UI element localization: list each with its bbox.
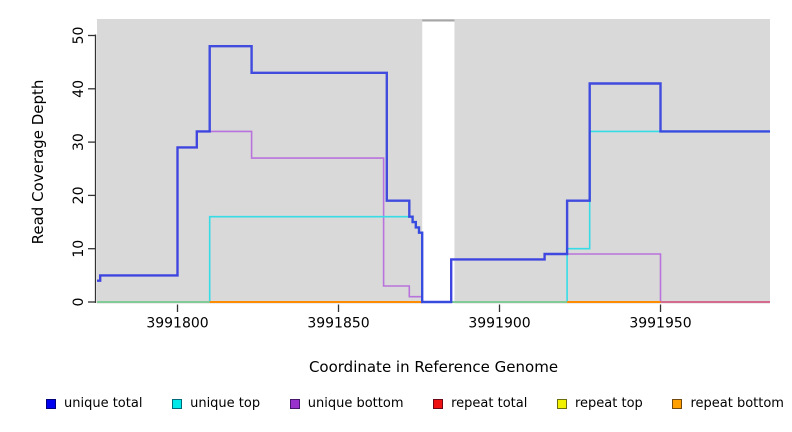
x-tick-label: 3991950 (629, 316, 691, 332)
legend-item-unique-top: unique top (172, 396, 260, 411)
legend-label: repeat bottom (690, 396, 784, 411)
legend-label: unique bottom (307, 396, 404, 411)
y-tick-label: 0 (71, 298, 87, 307)
y-axis-title: Read Coverage Depth (29, 79, 47, 245)
legend-item-unique-total: unique total (46, 396, 142, 411)
no-data-gap-cap (422, 19, 455, 22)
series-line-unique-total (97, 45, 770, 304)
legend-item-unique-bottom: unique bottom (289, 396, 404, 411)
legend-item-repeat-top: repeat top (557, 396, 643, 411)
x-tick-label: 3991850 (307, 316, 369, 332)
legend-swatch-repeat-bottom-icon (672, 398, 683, 409)
legend-swatch-unique-total-icon (46, 398, 56, 409)
y-tick-label: 30 (71, 133, 87, 151)
x-tick-label: 3991800 (146, 316, 208, 332)
legend-label: unique top (190, 396, 261, 411)
legend-swatch-unique-bottom-icon (289, 398, 300, 409)
y-tick-label: 50 (71, 27, 87, 45)
legend-item-repeat-bottom: repeat bottom (672, 396, 784, 411)
legend-label: repeat total (451, 396, 528, 411)
legend-swatch-repeat-total-icon (433, 398, 444, 409)
legend-label: unique total (64, 396, 143, 411)
x-axis-title: Coordinate in Reference Genome (308, 358, 559, 376)
y-tick-label: 10 (71, 240, 87, 258)
coverage-chart: 0 10 20 30 40 50 3991800 3991850 3991900 3991950 (71, 19, 770, 332)
y-tick-label: 40 (71, 80, 87, 98)
y-tick-label: 20 (71, 186, 87, 204)
x-tick-label: 3991900 (468, 316, 530, 332)
legend-swatch-repeat-top-icon (557, 398, 567, 409)
chart-legend: unique total unique top unique bottom repea… (46, 396, 784, 411)
no-data-gap-band (422, 21, 455, 304)
legend-item-repeat-total: repeat total (433, 396, 527, 411)
legend-swatch-unique-top-icon (172, 398, 183, 409)
legend-label: repeat top (575, 396, 643, 411)
